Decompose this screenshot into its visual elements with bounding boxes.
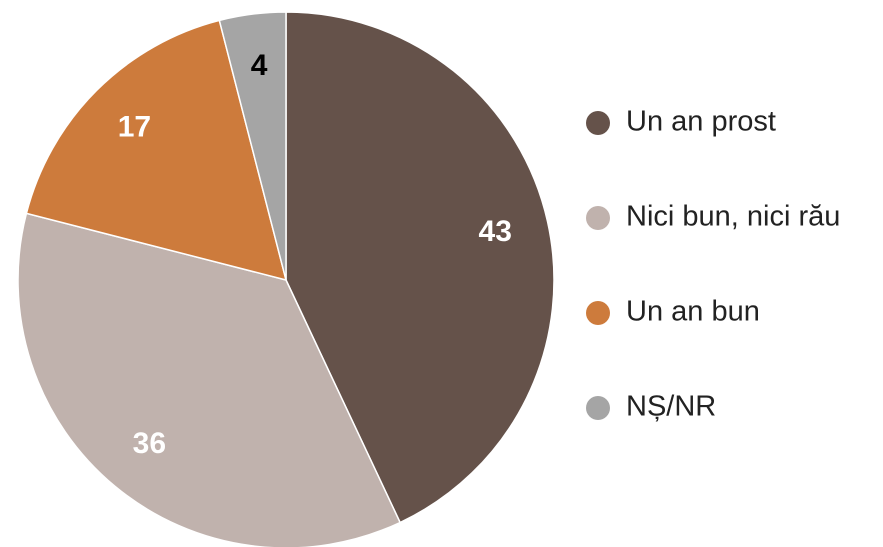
pie-slice [25,19,288,282]
legend-marker [586,206,610,230]
legend-marker [586,301,610,325]
legend-label: Un an prost [626,106,776,138]
slice-label: 43 [479,215,512,248]
legend-marker [586,396,610,420]
legend-label: NȘ/NR [626,391,716,423]
legend-label: Nici bun, nici rău [626,201,840,233]
legend-label: Un an bun [626,296,760,328]
slice-label: 36 [133,427,166,460]
legend-marker [586,111,610,135]
pie-slice [285,11,555,524]
pie-slice [17,212,402,547]
pie-slice [218,11,287,281]
slice-label: 17 [118,110,151,143]
slice-label: 4 [251,49,268,82]
